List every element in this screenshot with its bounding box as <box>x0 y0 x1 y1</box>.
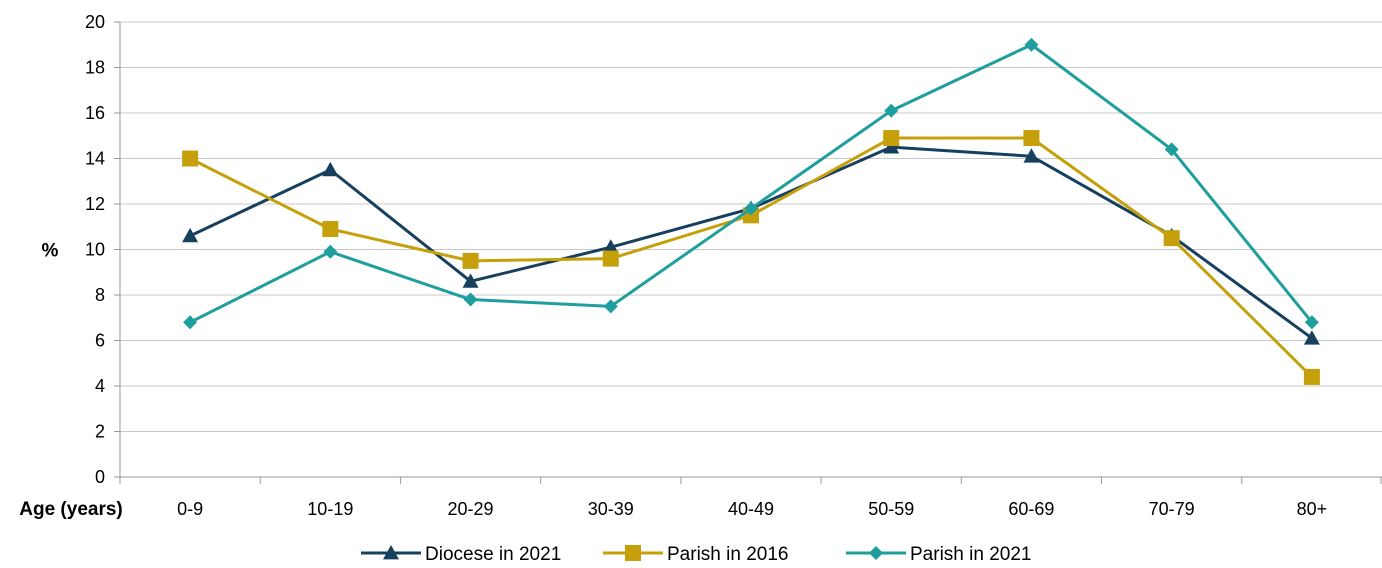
y-tick-label: 4 <box>95 376 105 396</box>
series-parish-in-2021 <box>183 37 1319 330</box>
x-tick-label: 40-49 <box>728 499 774 519</box>
data-point <box>1304 315 1319 330</box>
data-point <box>1164 142 1179 157</box>
data-point <box>883 130 900 147</box>
x-tick-label: 0-9 <box>177 499 203 519</box>
y-tick-label: 12 <box>85 194 105 214</box>
data-point <box>1163 230 1180 247</box>
y-tick-label: 18 <box>85 58 105 78</box>
data-point <box>602 239 619 254</box>
data-point <box>182 227 199 243</box>
data-point <box>322 221 339 238</box>
legend-marker <box>869 546 883 560</box>
y-tick-label: 10 <box>85 240 105 260</box>
legend-marker <box>383 545 399 560</box>
series-diocese-in-2021 <box>182 139 1320 345</box>
legend-item: Diocese in 2021 <box>361 544 561 565</box>
data-point <box>323 244 338 259</box>
data-point <box>463 292 478 307</box>
axes <box>114 21 1382 484</box>
y-tick-label: 14 <box>85 149 105 169</box>
gridlines <box>120 21 1382 432</box>
x-tick-label: 60-69 <box>1008 499 1054 519</box>
data-point <box>602 250 619 267</box>
legend-item: Parish in 2021 <box>846 544 1031 565</box>
x-tick-label: 80+ <box>1297 499 1328 519</box>
data-point <box>182 150 199 167</box>
legend-label: Parish in 2021 <box>910 544 1031 565</box>
x-tick-labels: 0-9 10-19 20-29 30-39 40-49 50-59 60-69 70-79 80… <box>177 499 1327 519</box>
y-tick-label: 16 <box>85 103 105 123</box>
data-point <box>1024 37 1039 52</box>
x-tick-label: 70-79 <box>1149 499 1195 519</box>
data-point <box>462 273 479 288</box>
data-point <box>1023 148 1040 163</box>
y-tick-label: 2 <box>95 422 105 442</box>
data-point <box>1303 368 1320 385</box>
legend-label: Parish in 2016 <box>667 544 788 565</box>
data-point <box>603 299 618 314</box>
data-point <box>884 103 899 118</box>
y-tick-label: 8 <box>95 285 105 305</box>
data-point <box>1023 130 1040 147</box>
data-point <box>1303 330 1320 345</box>
y-tick-label: 6 <box>95 331 105 351</box>
y-tick-label: 0 <box>95 467 105 487</box>
legend-marker <box>625 545 641 561</box>
series-line <box>189 145 1313 340</box>
data-point <box>744 201 758 216</box>
legend-label: Diocese in 2021 <box>425 544 561 565</box>
series-layer <box>182 37 1320 385</box>
x-tick-label: 30-39 <box>588 499 634 519</box>
legend-item: Parish in 2016 <box>603 544 788 565</box>
legend: Diocese in 2021 Parish in 2016 Parish in 2… <box>361 544 1031 565</box>
x-tick-label: 10-19 <box>307 499 353 519</box>
data-point <box>462 252 479 269</box>
y-tick-label: 20 <box>85 12 105 32</box>
data-point <box>183 315 198 330</box>
series-line <box>189 136 1313 378</box>
x-axis-title: Age (years) <box>19 499 123 520</box>
data-point <box>322 161 339 177</box>
x-tick-label: 20-29 <box>448 499 494 519</box>
x-tick-label: 50-59 <box>868 499 914 519</box>
y-axis-title: % <box>42 241 59 262</box>
y-tick-labels: 0 2 4 6 8 10 12 14 16 18 20 <box>85 12 105 487</box>
data-point <box>883 139 900 154</box>
series-line <box>189 43 1314 324</box>
series-parish-in-2016 <box>182 130 1320 385</box>
